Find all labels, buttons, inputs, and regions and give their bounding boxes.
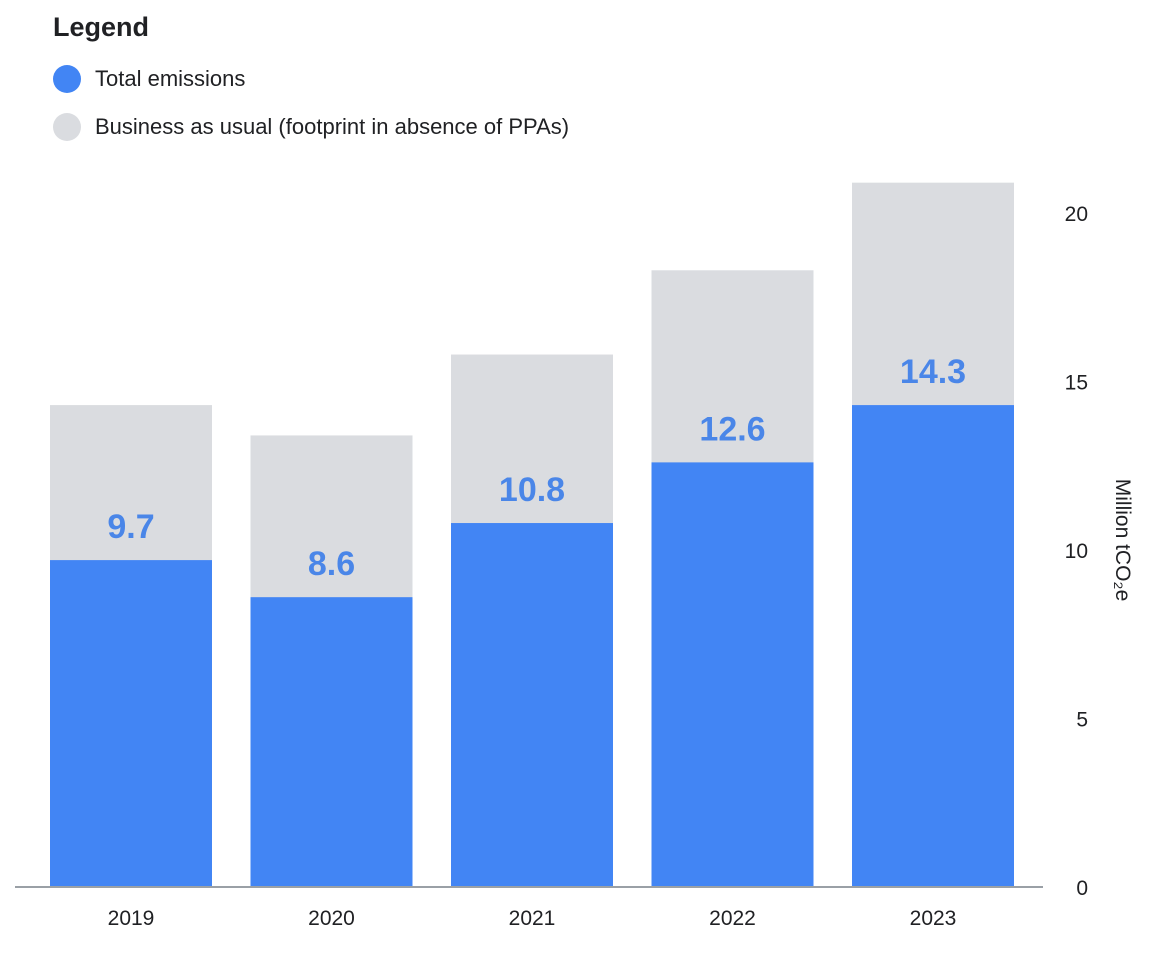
x-tick-label: 2019 xyxy=(108,907,155,930)
legend-title: Legend xyxy=(53,12,150,42)
legend-label: Total emissions xyxy=(95,66,246,91)
bar-total-2021 xyxy=(451,523,613,887)
legend: Legend Total emissions Business as usual… xyxy=(53,12,569,151)
bar-total-2022 xyxy=(651,462,814,887)
legend-swatch-blue xyxy=(53,65,81,93)
legend-item-business-as-usual: Business as usual (footprint in absence … xyxy=(53,103,569,151)
x-tick-label: 2020 xyxy=(308,907,355,930)
data-label: 8.6 xyxy=(308,545,355,583)
y-tick-label: 0 xyxy=(1076,877,1088,900)
legend-label: Business as usual (footprint in absence … xyxy=(95,114,570,139)
y-axis-label: Million tCO₂e xyxy=(1111,479,1134,602)
bar-total-2023 xyxy=(852,405,1014,887)
legend-item-total-emissions: Total emissions xyxy=(53,55,569,103)
y-tick-label: 5 xyxy=(1076,709,1088,732)
y-tick-label: 10 xyxy=(1065,540,1088,563)
data-label: 12.6 xyxy=(699,410,765,448)
x-tick-label: 2023 xyxy=(910,907,957,930)
y-tick-label: 15 xyxy=(1065,372,1088,395)
legend-swatch-gray xyxy=(53,113,81,141)
x-tick-label: 2021 xyxy=(509,907,556,930)
x-tick-label: 2022 xyxy=(709,907,756,930)
bar-total-2020 xyxy=(250,597,413,887)
data-label: 9.7 xyxy=(107,508,154,546)
data-label: 10.8 xyxy=(499,471,565,509)
data-label: 14.3 xyxy=(900,353,966,391)
bar-total-2019 xyxy=(50,560,212,887)
y-tick-label: 20 xyxy=(1065,203,1088,226)
